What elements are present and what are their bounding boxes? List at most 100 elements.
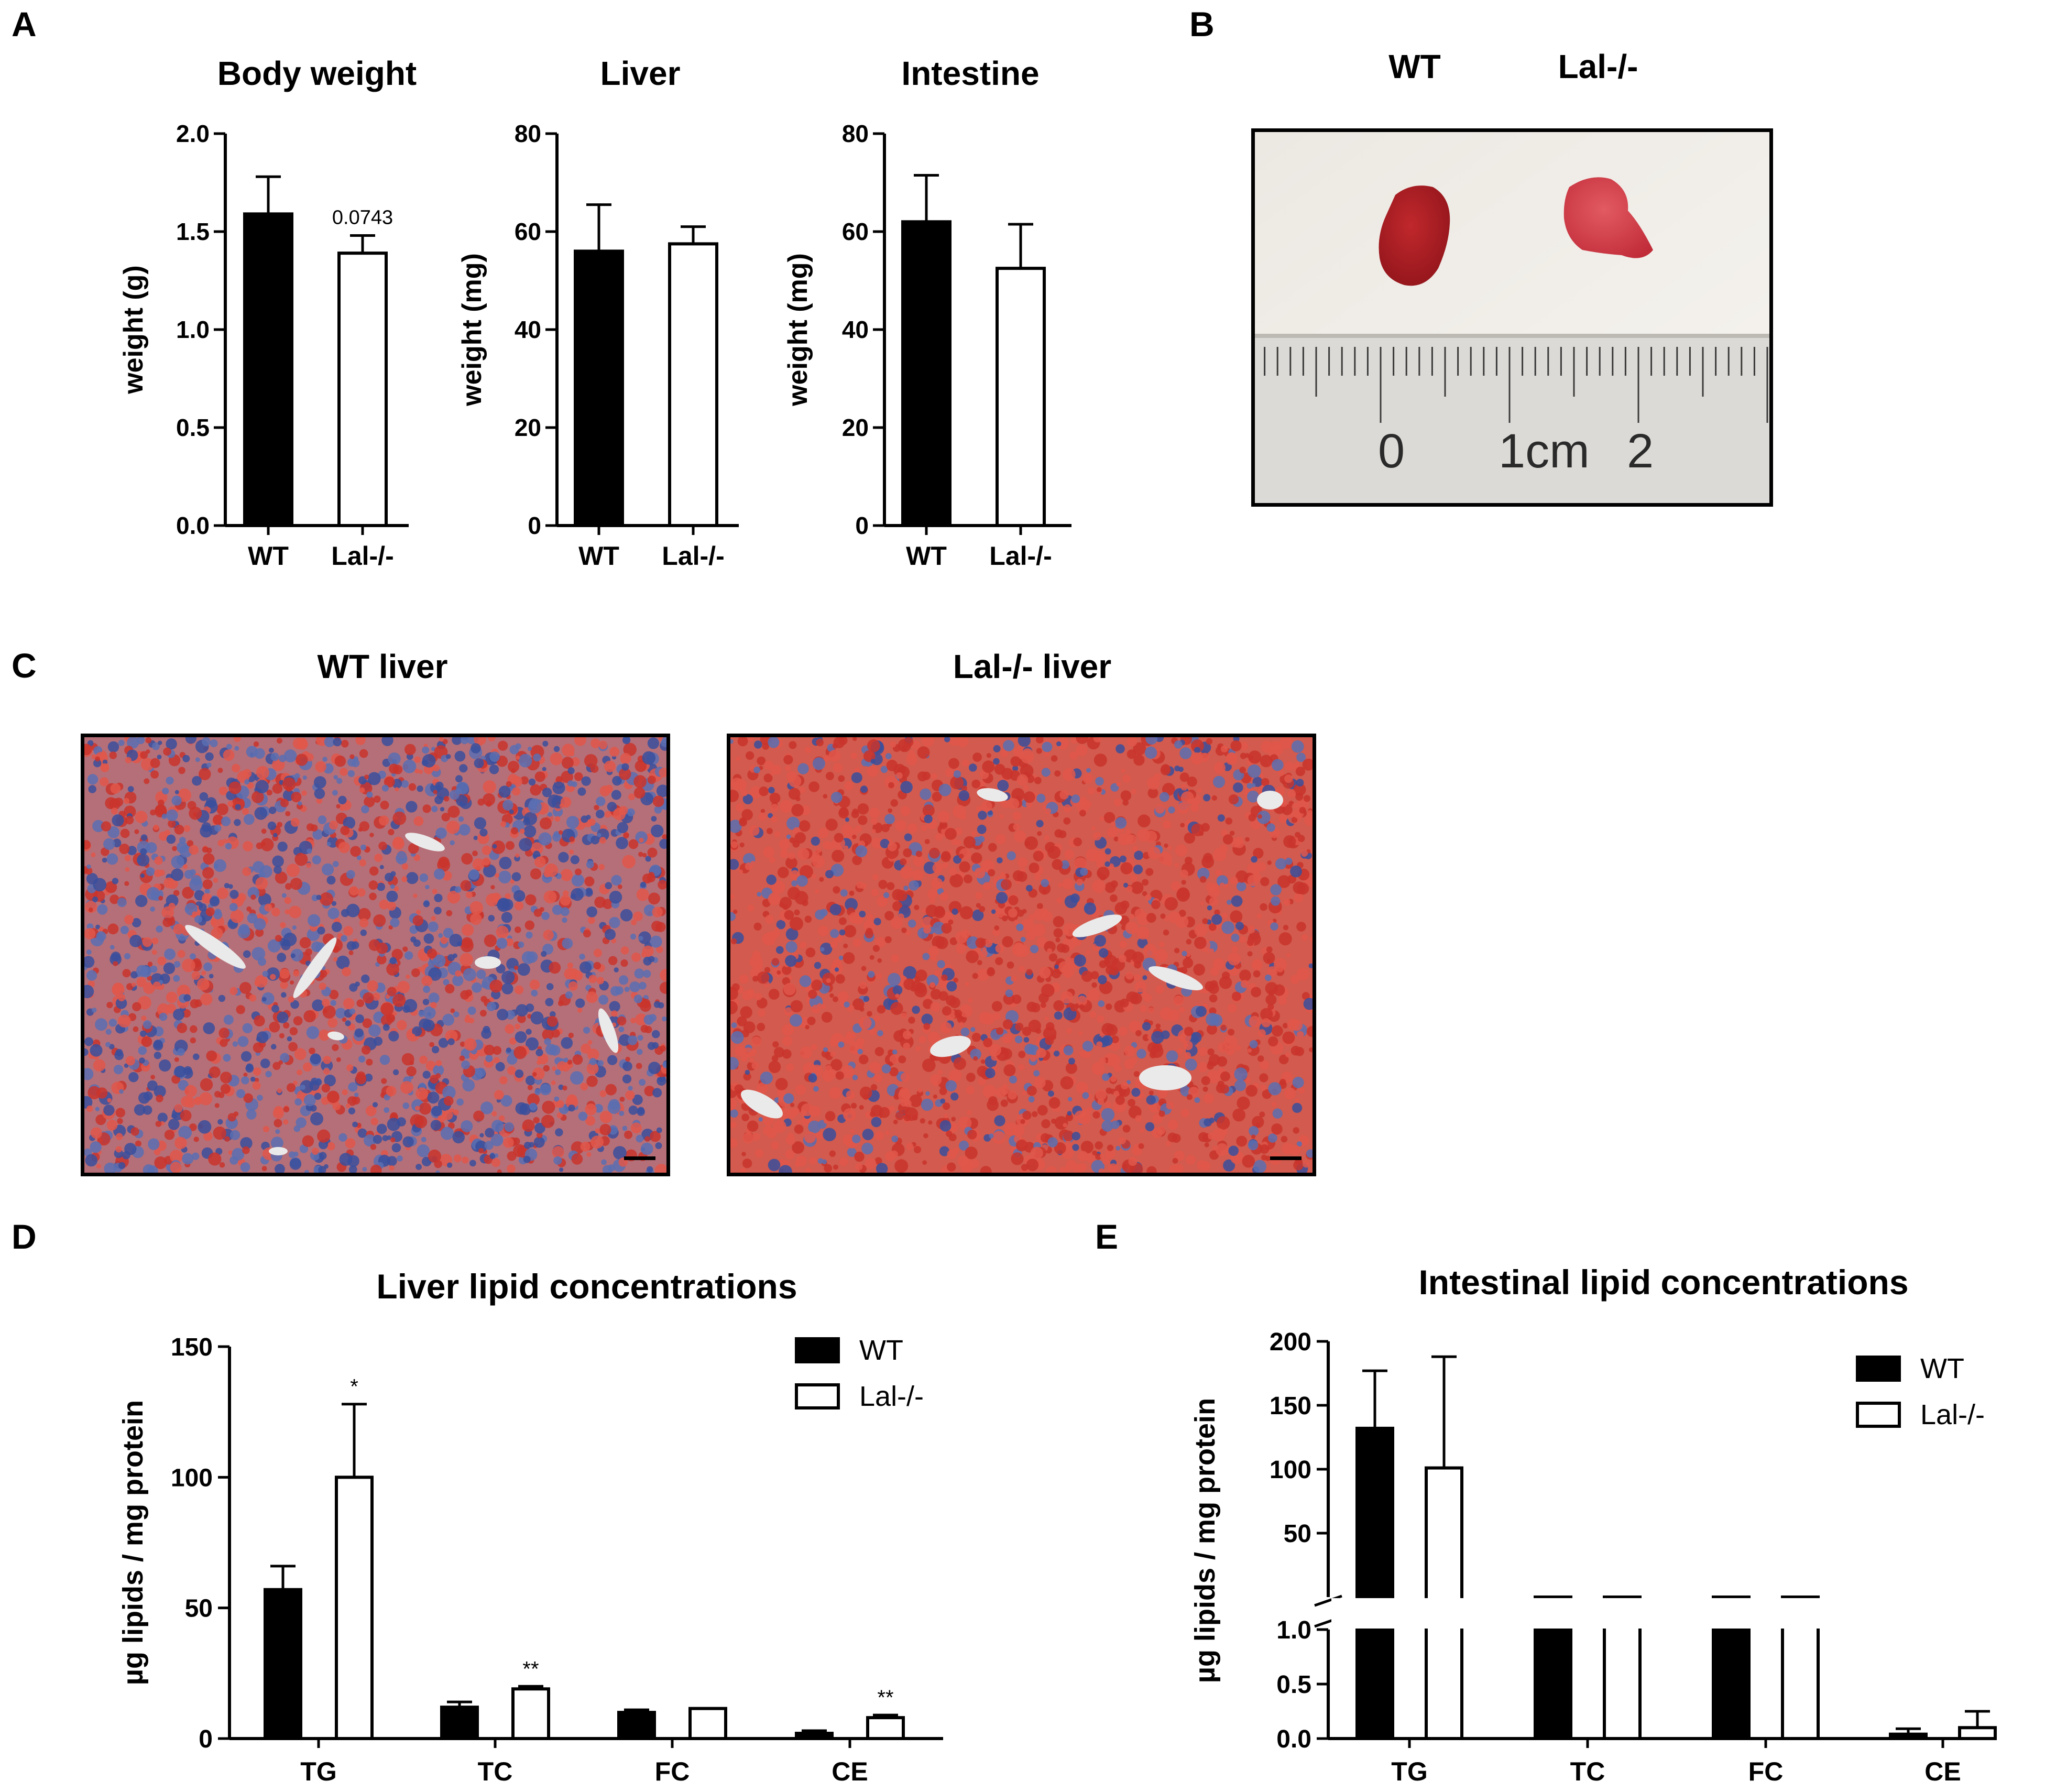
lipid-droplet — [1164, 843, 1168, 848]
lipid-droplet — [1048, 953, 1058, 962]
lipid-droplet — [633, 787, 646, 799]
nucleus — [1095, 777, 1104, 786]
lipid-droplet — [125, 816, 134, 825]
nucleus — [84, 985, 94, 999]
nucleus — [1071, 794, 1080, 803]
lipid-droplet — [397, 1020, 407, 1031]
nucleus — [336, 778, 343, 784]
lipid-droplet — [551, 1029, 560, 1038]
nucleus — [453, 1011, 460, 1018]
lipid-droplet — [478, 1148, 484, 1154]
nucleus — [613, 1146, 627, 1160]
nucleus — [112, 814, 124, 827]
nucleus — [526, 1029, 532, 1035]
lipid-droplet — [315, 761, 326, 773]
nucleus — [330, 1000, 336, 1006]
nucleus — [548, 812, 553, 817]
lipid-droplet — [922, 1160, 927, 1165]
lipid-droplet — [272, 1108, 284, 1119]
lipid-droplet — [782, 965, 792, 975]
nucleus — [282, 893, 287, 898]
nucleus — [463, 968, 476, 981]
lipid-droplet — [735, 803, 745, 812]
nucleus — [912, 1006, 920, 1014]
lipid-droplet — [174, 1104, 183, 1113]
lipid-droplet — [503, 1137, 514, 1148]
lipid-droplet — [1174, 947, 1180, 954]
nucleus — [372, 1102, 378, 1108]
lipid-droplet — [833, 886, 840, 894]
nucleus — [434, 795, 443, 804]
lipid-droplet — [970, 1159, 980, 1168]
nucleus — [579, 961, 592, 974]
lipid-droplet — [829, 1150, 836, 1157]
lipid-droplet — [178, 767, 185, 774]
lipid-droplet — [136, 977, 147, 987]
nucleus — [421, 1137, 427, 1142]
lipid-droplet — [1097, 867, 1110, 880]
nucleus — [138, 1092, 150, 1104]
lipid-droplet — [745, 862, 753, 870]
nucleus — [768, 813, 773, 818]
lipid-droplet — [1060, 991, 1073, 1004]
nucleus — [622, 1126, 628, 1131]
lipid-droplet — [790, 1102, 795, 1107]
nucleus — [373, 1036, 383, 1046]
lipid-droplet — [966, 950, 979, 964]
lipid-droplet — [400, 1081, 413, 1094]
lipid-droplet — [1197, 788, 1202, 793]
lipid-droplet — [595, 1128, 600, 1134]
lipid-droplet — [995, 905, 1008, 918]
nucleus — [199, 792, 209, 801]
lipid-droplet — [537, 1060, 542, 1065]
lipid-droplet — [211, 915, 225, 929]
lipid-droplet — [1296, 922, 1306, 932]
nucleus — [355, 981, 360, 987]
lipid-droplet — [206, 1050, 217, 1062]
lipid-droplet — [283, 1119, 289, 1125]
nucleus — [619, 1110, 625, 1116]
nucleus — [630, 933, 637, 940]
lipid-droplet — [873, 1015, 880, 1022]
lipid-droplet — [1054, 770, 1061, 777]
lipid-droplet — [631, 952, 641, 962]
nucleus — [501, 982, 513, 995]
nucleus — [254, 918, 266, 931]
nucleus — [228, 884, 233, 889]
nucleus — [368, 1024, 381, 1037]
nucleus — [497, 1009, 509, 1021]
nucleus — [88, 785, 96, 793]
lipid-droplet — [285, 909, 290, 915]
lipid-droplet — [254, 980, 260, 987]
nucleus — [1166, 1050, 1178, 1063]
nucleus — [577, 787, 586, 796]
nucleus — [977, 824, 987, 834]
lipid-droplet — [380, 1002, 394, 1016]
lipid-droplet — [1091, 982, 1097, 988]
lipid-droplet — [730, 1138, 738, 1148]
nucleus — [567, 780, 574, 786]
lipid-droplet — [321, 1084, 331, 1092]
lipid-droplet — [1230, 910, 1243, 923]
lipid-droplet — [850, 1129, 855, 1133]
nucleus — [296, 1117, 307, 1128]
nucleus — [272, 855, 284, 867]
x-tick-label: FC — [1748, 1757, 1784, 1786]
nucleus — [403, 999, 418, 1013]
lipid-droplet — [753, 922, 762, 931]
lipid-droplet — [370, 1164, 382, 1173]
lipid-droplet — [367, 980, 379, 992]
lipid-droplet — [1220, 745, 1228, 753]
nucleus — [289, 1158, 302, 1170]
nucleus — [638, 936, 643, 941]
nucleus — [757, 892, 762, 897]
lipid-droplet — [658, 880, 666, 890]
nucleus — [950, 1092, 959, 1101]
nucleus — [114, 1051, 124, 1061]
lipid-droplet — [489, 979, 503, 993]
lipid-droplet — [450, 1008, 455, 1013]
lipid-droplet — [520, 776, 529, 785]
x-tick-label: TG — [300, 1757, 336, 1786]
lipid-droplet — [261, 828, 267, 834]
lipid-droplet — [1256, 913, 1262, 919]
